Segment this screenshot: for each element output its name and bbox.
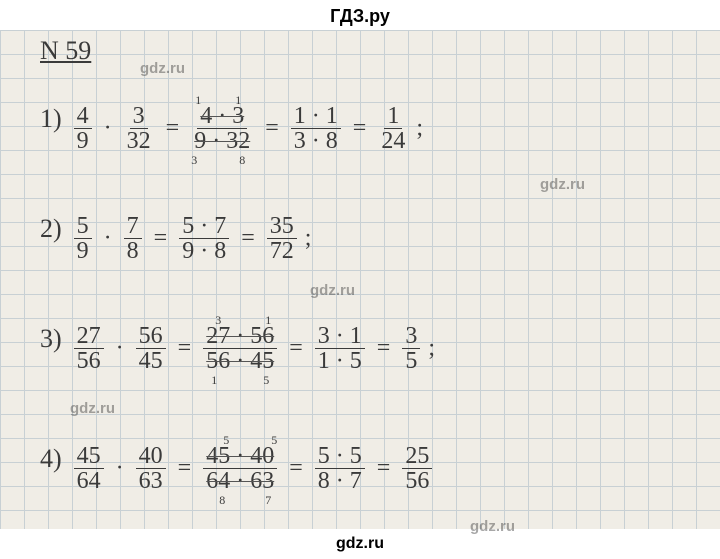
- fraction-denominator: 1 · 5: [315, 349, 365, 373]
- fraction-numerator: 35: [267, 214, 297, 239]
- fraction: 5645: [136, 324, 166, 373]
- fraction-numerator: 3 · 1: [315, 324, 365, 349]
- fraction-denominator: 64 · 63: [203, 469, 277, 493]
- operator: =: [174, 455, 196, 482]
- fraction-numerator: 45 · 40: [203, 444, 277, 469]
- fraction-numerator: 4 · 3: [197, 104, 247, 129]
- fraction: 3 · 11 · 5: [315, 324, 365, 373]
- fraction: 1 · 13 · 8: [291, 104, 341, 153]
- fraction-denominator: 8: [124, 239, 142, 263]
- fraction: 49: [74, 104, 92, 153]
- terminator: ;: [305, 225, 312, 252]
- fraction: 4 · 39 · 321138: [191, 104, 253, 153]
- equation-row: 3)2756·5645=27 · 5656 · 453115=3 · 11 · …: [40, 324, 435, 373]
- fraction: 4063: [136, 444, 166, 493]
- operator: =: [285, 335, 307, 362]
- cancel-annotation: 1: [211, 374, 217, 386]
- fraction: 35: [402, 324, 420, 373]
- operator: ·: [100, 115, 116, 142]
- fraction-numerator: 45: [74, 444, 104, 469]
- fraction-denominator: 9 · 32: [191, 129, 253, 153]
- cancel-annotation: 1: [195, 94, 201, 106]
- fraction: 2756: [74, 324, 104, 373]
- operator: ·: [112, 335, 128, 362]
- operator: ·: [112, 455, 128, 482]
- operator: ·: [100, 225, 116, 252]
- equation-row: 2) 59 · 78 = 5 · 79 · 8 = 3572;: [40, 214, 311, 263]
- cancel-annotation: 5: [263, 374, 269, 386]
- cancel-annotation: 3: [215, 314, 221, 326]
- fraction-denominator: 5: [402, 349, 420, 373]
- line-label: 2): [40, 214, 62, 244]
- line-label: 4): [40, 444, 62, 474]
- fraction-numerator: 7: [124, 214, 142, 239]
- fraction-denominator: 56 · 45: [203, 349, 277, 373]
- fraction-numerator: 56: [136, 324, 166, 349]
- operator: =: [285, 455, 307, 482]
- fraction: 59: [74, 214, 92, 263]
- equation-row: 1) 49 · 332 = 4 · 39 · 321138 = 1 · 13 · 8 = 124;: [40, 104, 423, 153]
- fraction-denominator: 56: [74, 349, 104, 373]
- fraction-numerator: 5: [74, 214, 92, 239]
- fraction-denominator: 64: [74, 469, 104, 493]
- cancel-annotation: 1: [265, 314, 271, 326]
- operator: =: [349, 115, 371, 142]
- fraction-numerator: 40: [136, 444, 166, 469]
- operator: =: [174, 335, 196, 362]
- terminator: ;: [428, 335, 435, 362]
- fraction: 5 · 58 · 7: [315, 444, 365, 493]
- operator: =: [373, 455, 395, 482]
- fraction: 3572: [267, 214, 297, 263]
- cancel-annotation: 1: [235, 94, 241, 106]
- terminator: ;: [416, 115, 423, 142]
- fraction-numerator: 25: [402, 444, 432, 469]
- operator: =: [261, 115, 283, 142]
- page-header: ГДЗ.ру: [0, 6, 720, 27]
- operator: =: [373, 335, 395, 362]
- fraction: 45 · 4064 · 635587: [203, 444, 277, 493]
- cancel-annotation: 5: [271, 434, 277, 446]
- fraction-denominator: 9: [74, 129, 92, 153]
- fraction-denominator: 24: [378, 129, 408, 153]
- fraction-numerator: 1 · 1: [291, 104, 341, 129]
- page-footer: gdz.ru: [0, 535, 720, 553]
- operator: =: [150, 225, 172, 252]
- fraction-numerator: 5 · 7: [179, 214, 229, 239]
- fraction-numerator: 3: [130, 104, 148, 129]
- fraction-denominator: 3 · 8: [291, 129, 341, 153]
- fraction-denominator: 63: [136, 469, 166, 493]
- cancel-annotation: 8: [219, 494, 225, 506]
- cancel-annotation: 8: [239, 154, 245, 166]
- fraction-denominator: 9: [74, 239, 92, 263]
- fraction-denominator: 9 · 8: [179, 239, 229, 263]
- fraction-numerator: 3: [402, 324, 420, 349]
- fraction-denominator: 32: [124, 129, 154, 153]
- fraction: 2556: [402, 444, 432, 493]
- fraction: 124: [378, 104, 408, 153]
- fraction-denominator: 45: [136, 349, 166, 373]
- operator: =: [162, 115, 184, 142]
- fraction: 78: [124, 214, 142, 263]
- fraction: 332: [124, 104, 154, 153]
- fraction: 4564: [74, 444, 104, 493]
- equation-row: 4) 4564 · 4063 = 45 · 4064 · 635587 = 5 · 58 · …: [40, 444, 432, 493]
- cancel-annotation: 5: [223, 434, 229, 446]
- fraction: 27 · 5656 · 453115: [203, 324, 277, 373]
- fraction-numerator: 27 · 56: [203, 324, 277, 349]
- line-label: 1): [40, 104, 62, 134]
- fraction: 5 · 79 · 8: [179, 214, 229, 263]
- fraction-numerator: 5 · 5: [315, 444, 365, 469]
- line-label: 3): [40, 324, 62, 354]
- fraction-denominator: 72: [267, 239, 297, 263]
- cancel-annotation: 7: [265, 494, 271, 506]
- operator: =: [237, 225, 259, 252]
- fraction-numerator: 4: [74, 104, 92, 129]
- cancel-annotation: 3: [191, 154, 197, 166]
- fraction-denominator: 8 · 7: [315, 469, 365, 493]
- exercise-title: N 59: [40, 36, 91, 66]
- fraction-denominator: 56: [402, 469, 432, 493]
- fraction-numerator: 1: [384, 104, 402, 129]
- fraction-numerator: 27: [74, 324, 104, 349]
